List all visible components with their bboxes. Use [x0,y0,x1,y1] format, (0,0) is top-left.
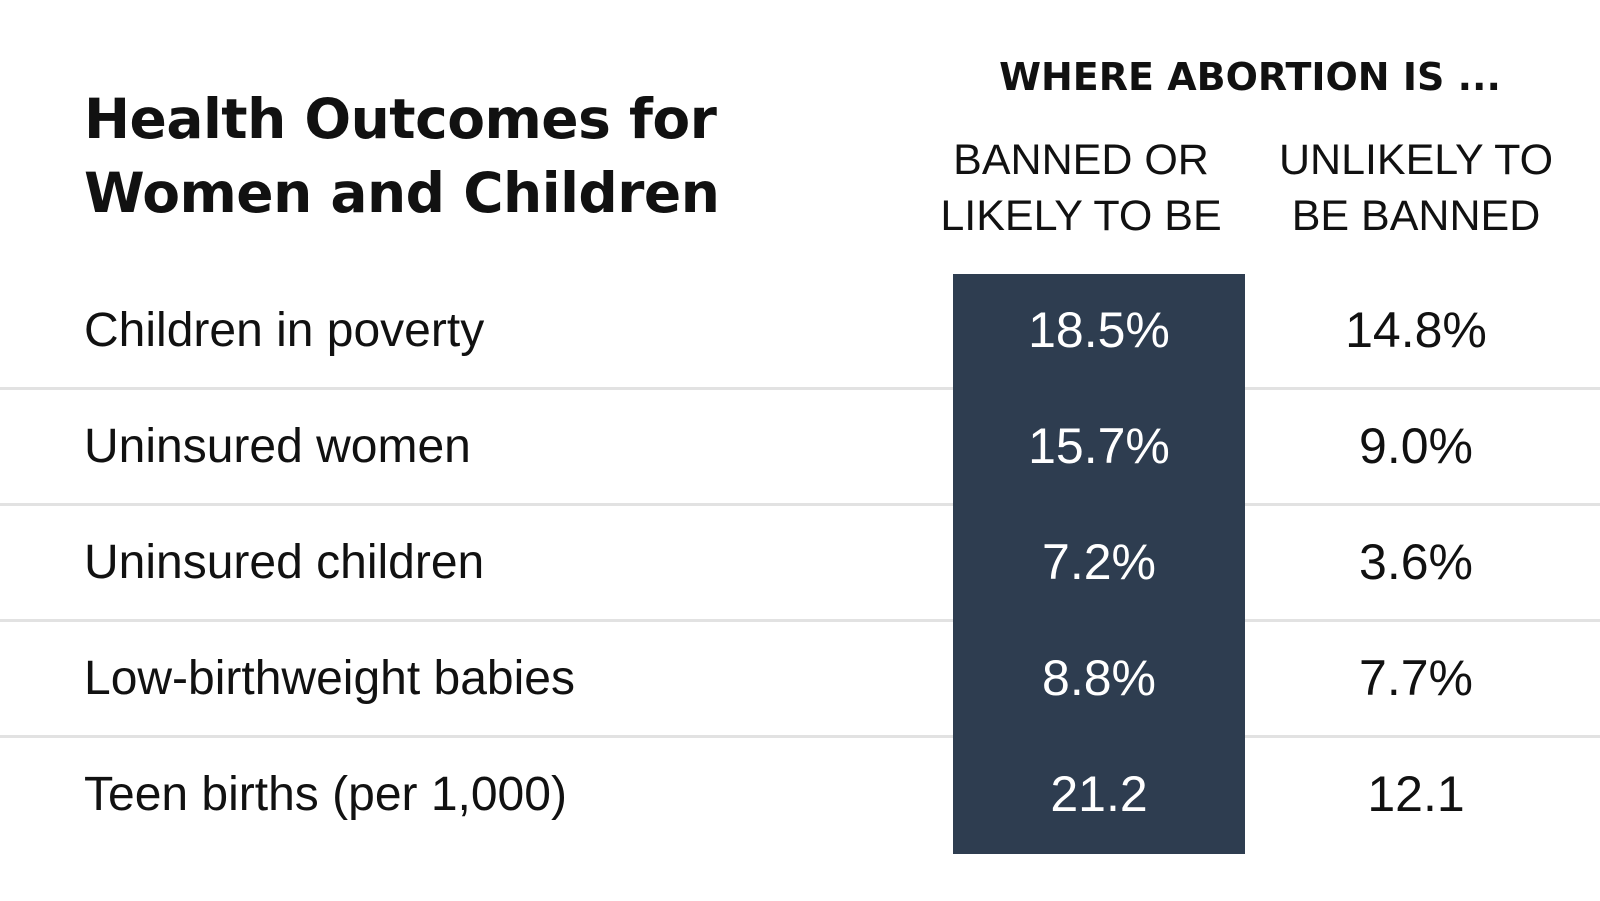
value-unlikely-cell: 12.1 [1367,766,1465,822]
column-header-banned: BANNED OR LIKELY TO BE [931,132,1231,244]
column-header-unlikely-line-2: BE BANNED [1291,192,1541,240]
row-label: Uninsured women [84,420,471,473]
value-unlikely-cell: 7.7% [1359,650,1473,706]
value-unlikely-cell: 3.6% [1359,534,1473,590]
value-unlikely-cell: 14.8% [1345,302,1487,358]
column-header-unlikely: UNLIKELY TO BE BANNED [1266,132,1566,244]
row-label: Low-birthweight babies [84,652,575,705]
value-banned-cell: 15.7% [953,390,1245,506]
row-label: Uninsured children [84,536,485,589]
table-row: Uninsured children 7.2% 3.6% [0,506,1600,622]
table-title: Health Outcomes for Women and Children [84,82,804,230]
value-banned-cell: 21.2 [953,738,1245,854]
row-label: Teen births (per 1,000) [84,768,567,821]
table-title-text: Health Outcomes for Women and Children [84,87,720,225]
column-header-unlikely-line-1: UNLIKELY TO [1278,136,1554,184]
table-row: Teen births (per 1,000) 21.2 12.1 [0,738,1600,854]
column-header-banned-line-1: BANNED OR [953,136,1209,184]
table-row: Low-birthweight babies 8.8% 7.7% [0,622,1600,738]
value-unlikely-cell: 9.0% [1359,418,1473,474]
value-banned-cell: 8.8% [953,622,1245,738]
value-banned-cell: 7.2% [953,506,1245,622]
column-header-banned-line-2: LIKELY TO BE [940,192,1222,240]
value-banned-cell: 18.5% [953,274,1245,390]
table-row: Children in poverty 18.5% 14.8% [0,274,1600,390]
row-label: Children in poverty [84,304,485,357]
data-table: Children in poverty 18.5% 14.8% Uninsure… [0,274,1600,854]
table-row: Uninsured women 15.7% 9.0% [0,390,1600,506]
group-header: WHERE ABORTION IS ... [999,55,1501,99]
